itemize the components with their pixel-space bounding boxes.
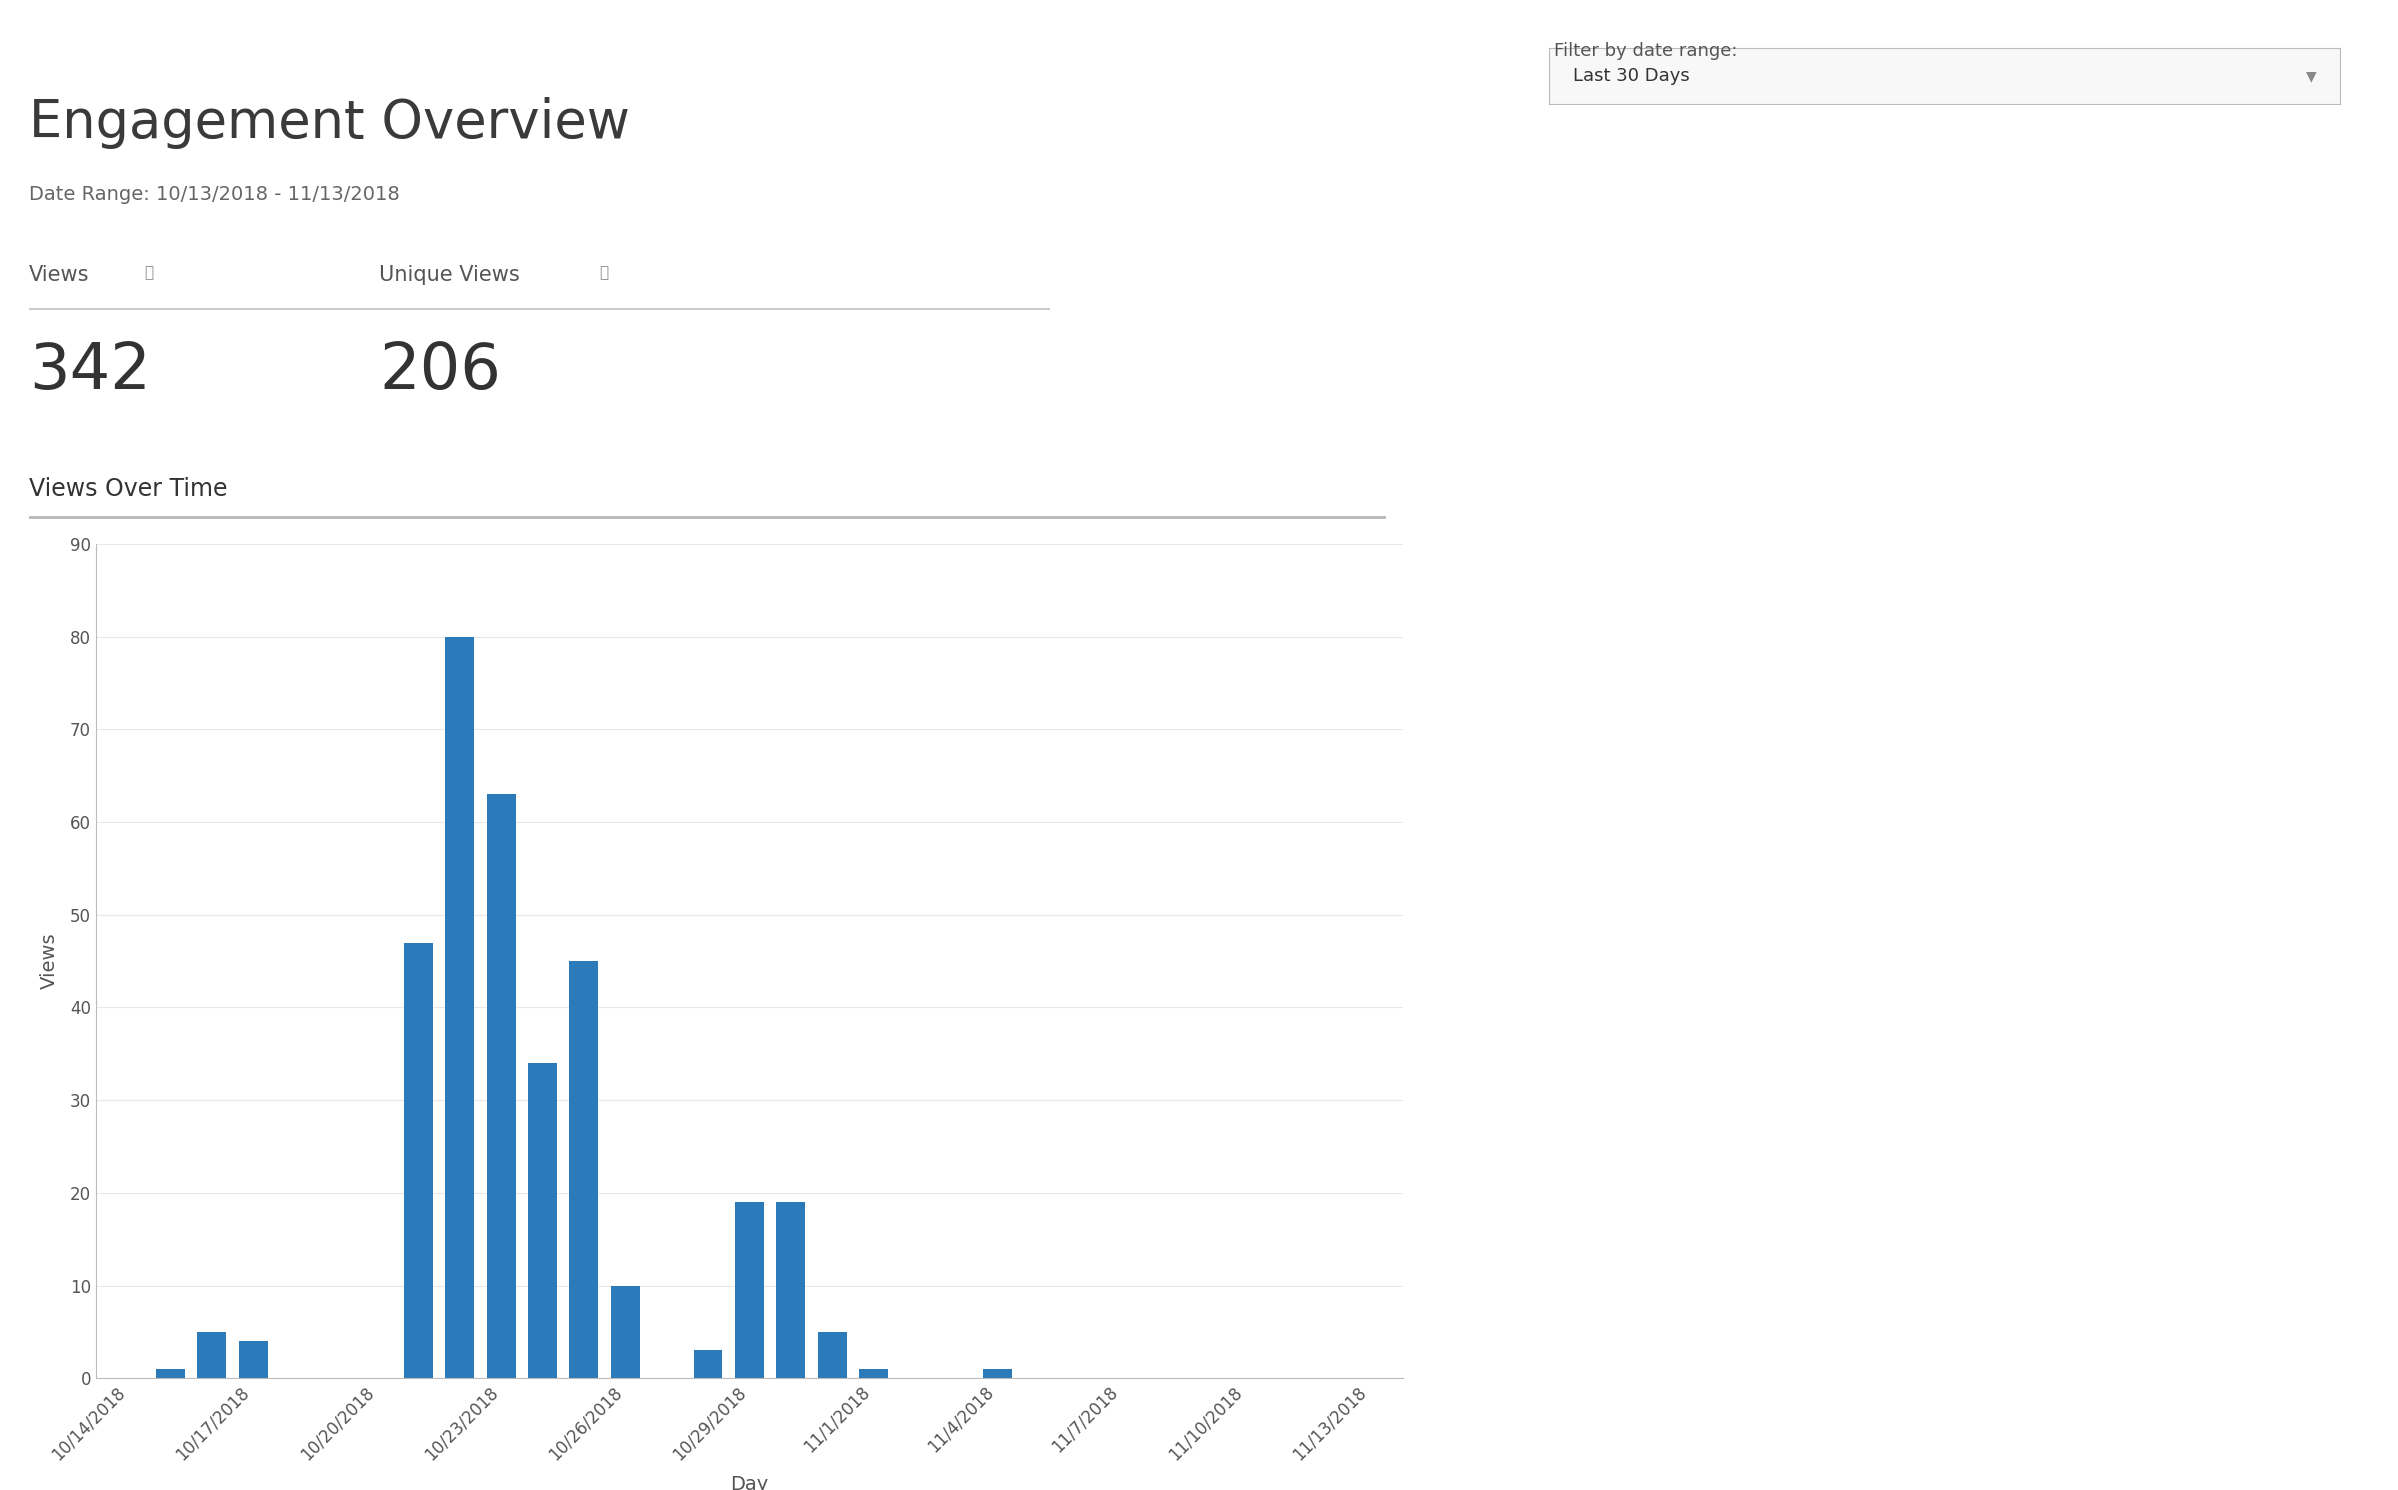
Bar: [403, 943, 434, 1378]
Bar: [156, 1369, 185, 1378]
Bar: [611, 1286, 640, 1378]
Text: Date Range: 10/13/2018 - 11/13/2018: Date Range: 10/13/2018 - 11/13/2018: [29, 185, 400, 204]
Text: ⓘ: ⓘ: [600, 265, 609, 280]
Bar: [446, 636, 475, 1378]
Bar: [568, 961, 600, 1378]
Text: ▼: ▼: [2307, 69, 2316, 83]
Bar: [818, 1332, 846, 1378]
Y-axis label: Views: Views: [41, 933, 60, 989]
Text: ⓘ: ⓘ: [144, 265, 153, 280]
Text: Last 30 Days: Last 30 Days: [1573, 67, 1691, 85]
Bar: [487, 794, 516, 1378]
Bar: [777, 1202, 806, 1378]
Bar: [197, 1332, 225, 1378]
Text: Filter by date range:: Filter by date range:: [1554, 42, 1739, 60]
Bar: [734, 1202, 765, 1378]
Bar: [983, 1369, 1012, 1378]
X-axis label: Day: Day: [731, 1475, 767, 1490]
Text: 206: 206: [379, 340, 501, 402]
Text: Views: Views: [29, 265, 89, 285]
Text: Views Over Time: Views Over Time: [29, 477, 228, 501]
Text: Unique Views: Unique Views: [379, 265, 520, 285]
Bar: [858, 1369, 887, 1378]
Bar: [693, 1350, 722, 1378]
Text: Engagement Overview: Engagement Overview: [29, 97, 631, 149]
Text: 342: 342: [29, 340, 151, 402]
Bar: [240, 1341, 269, 1378]
Bar: [528, 1062, 556, 1378]
